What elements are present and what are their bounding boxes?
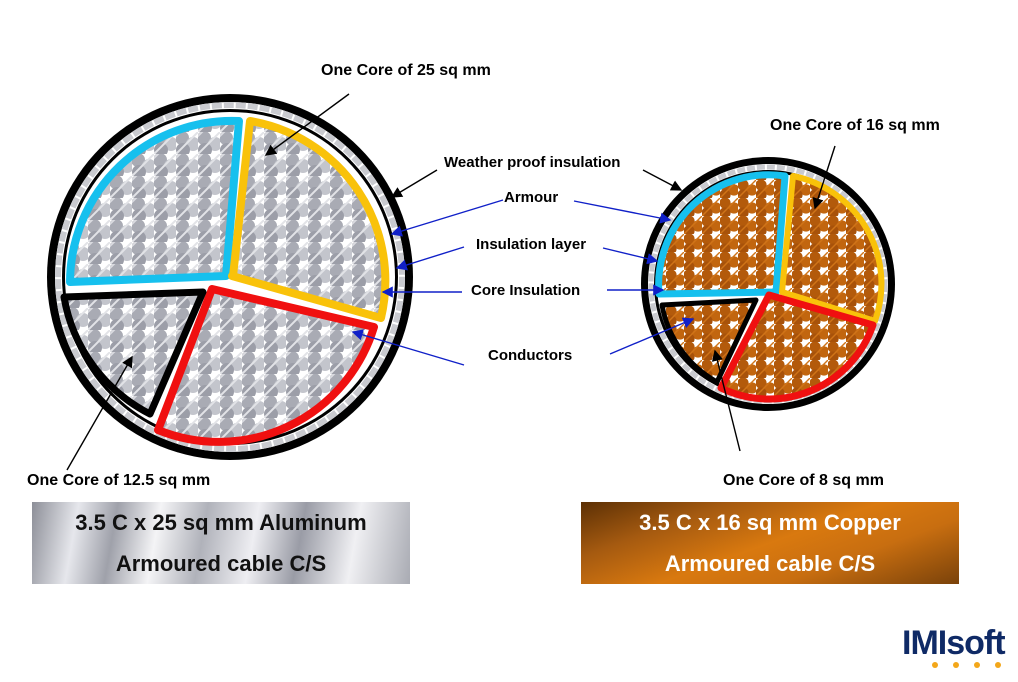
logo-dots — [932, 662, 1014, 668]
caption-copper-cable: 3.5 C x 16 sq mm Copper Armoured cable C… — [581, 502, 959, 584]
copper-cable — [641, 157, 895, 411]
logo-dot — [953, 662, 959, 668]
label-core-insulation: Core Insulation — [471, 282, 581, 299]
label-right-top-core: One Core of 16 sq mm — [770, 117, 940, 134]
logo-dot — [932, 662, 938, 668]
caption-aluminum-line1: 3.5 C x 25 sq mm Aluminum — [75, 509, 367, 535]
logo-text: IMIsoft — [902, 624, 1006, 662]
core-red-25sqmm — [154, 285, 378, 446]
logo-dot — [995, 662, 1001, 668]
label-armour: Armour — [504, 189, 559, 206]
label-conductors: Conductors — [488, 347, 573, 364]
caption-aluminum-line2: Armoured cable C/S — [115, 550, 327, 576]
core-blue-16sqmm — [655, 171, 789, 298]
core-red-16sqmm — [717, 291, 877, 403]
label-right-bottom-core: One Core of 8 sq mm — [723, 472, 884, 489]
imisoft-logo: IMIsoft — [902, 626, 1014, 674]
label-insulation-layer: Insulation layer — [476, 236, 587, 253]
core-blue-25sqmm — [66, 116, 243, 286]
label-weather-proof-insulation: Weather proof insulation — [444, 154, 621, 171]
label-left-bottom-core: One Core of 12.5 sq mm — [27, 472, 211, 489]
core-yellow-16sqmm — [779, 173, 885, 324]
caption-aluminum-cable: 3.5 C x 25 sq mm Aluminum Armoured cable… — [32, 502, 410, 584]
caption-copper-line2: Armoured cable C/S — [664, 550, 876, 576]
label-left-top-core: One Core of 25 sq mm — [321, 62, 491, 79]
core-black-12-5sqmm — [60, 288, 207, 418]
pointer-lines — [66, 93, 836, 471]
logo-dot — [974, 662, 980, 668]
aluminum-cable — [47, 94, 413, 460]
caption-copper-line1: 3.5 C x 16 sq mm Copper — [639, 509, 901, 535]
